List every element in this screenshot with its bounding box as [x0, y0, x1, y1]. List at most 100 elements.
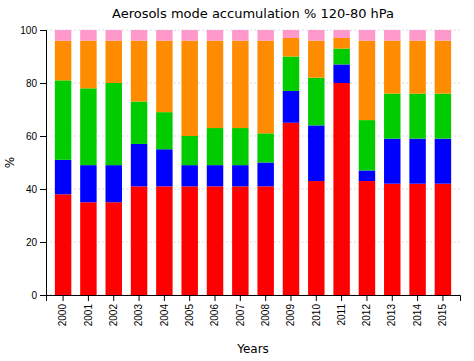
tick: 2003 — [133, 295, 144, 326]
bar-series — [55, 38, 451, 136]
tick-label: 80 — [26, 78, 38, 89]
bar — [409, 139, 425, 184]
tick-label: 40 — [26, 184, 38, 195]
tick-label: 2004 — [159, 304, 170, 327]
bar — [283, 38, 299, 57]
bar — [232, 128, 248, 165]
bar — [181, 136, 197, 165]
tick-mark — [40, 295, 46, 296]
bar — [333, 64, 349, 83]
bar — [131, 30, 147, 41]
bar — [435, 94, 451, 139]
tick-mark — [265, 295, 266, 301]
tick-mark — [113, 295, 114, 301]
tick: 2000 — [57, 295, 68, 326]
tick-mark — [189, 295, 190, 301]
bar — [308, 30, 324, 41]
bar — [409, 30, 425, 41]
tick-label: 60 — [26, 131, 38, 142]
tick: 2009 — [285, 295, 296, 326]
tick-mark — [240, 295, 241, 301]
bar — [207, 165, 223, 186]
tick-mark — [164, 295, 165, 301]
bar — [207, 41, 223, 128]
bars — [55, 30, 451, 295]
tick-label: 2001 — [83, 304, 94, 327]
x-axis: 2000200120022003200420052006200720082009… — [47, 295, 461, 326]
bar — [80, 202, 96, 295]
grid — [46, 30, 460, 295]
tick-label: 2000 — [57, 304, 68, 327]
bar — [435, 139, 451, 184]
tick: 2004 — [159, 295, 170, 326]
bar — [156, 112, 172, 149]
tick-label: 2003 — [133, 304, 144, 327]
bar — [181, 41, 197, 136]
bar — [106, 165, 122, 202]
bar — [435, 184, 451, 295]
tick: 2002 — [108, 295, 119, 326]
tick: 2015 — [437, 295, 448, 326]
tick: 2011 — [336, 295, 347, 326]
tick-mark — [392, 295, 393, 301]
bar — [409, 94, 425, 139]
bar — [156, 186, 172, 295]
tick-mark — [40, 189, 46, 190]
bar — [232, 30, 248, 41]
bar — [232, 41, 248, 128]
y-axis-title: % — [3, 157, 17, 168]
title: Aerosols mode accumulation % 120-80 hPa — [112, 6, 394, 21]
bar — [80, 165, 96, 202]
bar-series — [55, 83, 451, 295]
tick: 40 — [26, 184, 46, 195]
bar — [232, 165, 248, 186]
tick: 2001 — [83, 295, 94, 326]
bar — [308, 41, 324, 78]
axis-line — [47, 296, 461, 302]
bar — [55, 194, 71, 295]
tick-mark — [63, 295, 64, 301]
bar — [283, 30, 299, 38]
tick-label: 2011 — [336, 304, 347, 326]
tick: 2014 — [412, 295, 423, 326]
tick: 60 — [26, 131, 46, 142]
bar — [207, 30, 223, 41]
tick-mark — [366, 295, 367, 301]
tick-label: 2007 — [235, 304, 246, 327]
tick-mark — [290, 295, 291, 301]
tick-mark — [215, 295, 216, 301]
bar — [207, 128, 223, 165]
bar — [55, 30, 71, 41]
bar — [106, 83, 122, 165]
bar — [257, 186, 273, 295]
bar — [359, 181, 375, 295]
tick-label: 0 — [31, 290, 37, 301]
bar — [131, 41, 147, 102]
bar — [131, 144, 147, 186]
bar — [156, 41, 172, 113]
bar — [283, 57, 299, 91]
tick-label: 2009 — [285, 304, 296, 327]
tick-label: 2015 — [437, 304, 448, 327]
tick-mark — [40, 136, 46, 137]
bar — [156, 30, 172, 41]
tick: 2007 — [235, 295, 246, 326]
tick: 20 — [26, 237, 46, 248]
tick: 100 — [20, 25, 46, 36]
axis-line — [40, 31, 47, 296]
tick-mark — [442, 295, 443, 301]
bar — [283, 123, 299, 295]
tick: 2012 — [361, 295, 372, 326]
tick-label: 2012 — [361, 304, 372, 327]
tick-label: 2002 — [108, 304, 119, 327]
bar — [181, 30, 197, 41]
tick-label: 2010 — [311, 304, 322, 327]
plot: 2000200120022003200420052006200720082009… — [20, 25, 460, 327]
bar — [409, 184, 425, 295]
bar — [359, 170, 375, 181]
bar — [359, 41, 375, 121]
bar — [384, 94, 400, 139]
tick-mark — [316, 295, 317, 301]
bar — [80, 88, 96, 165]
bar — [384, 41, 400, 94]
